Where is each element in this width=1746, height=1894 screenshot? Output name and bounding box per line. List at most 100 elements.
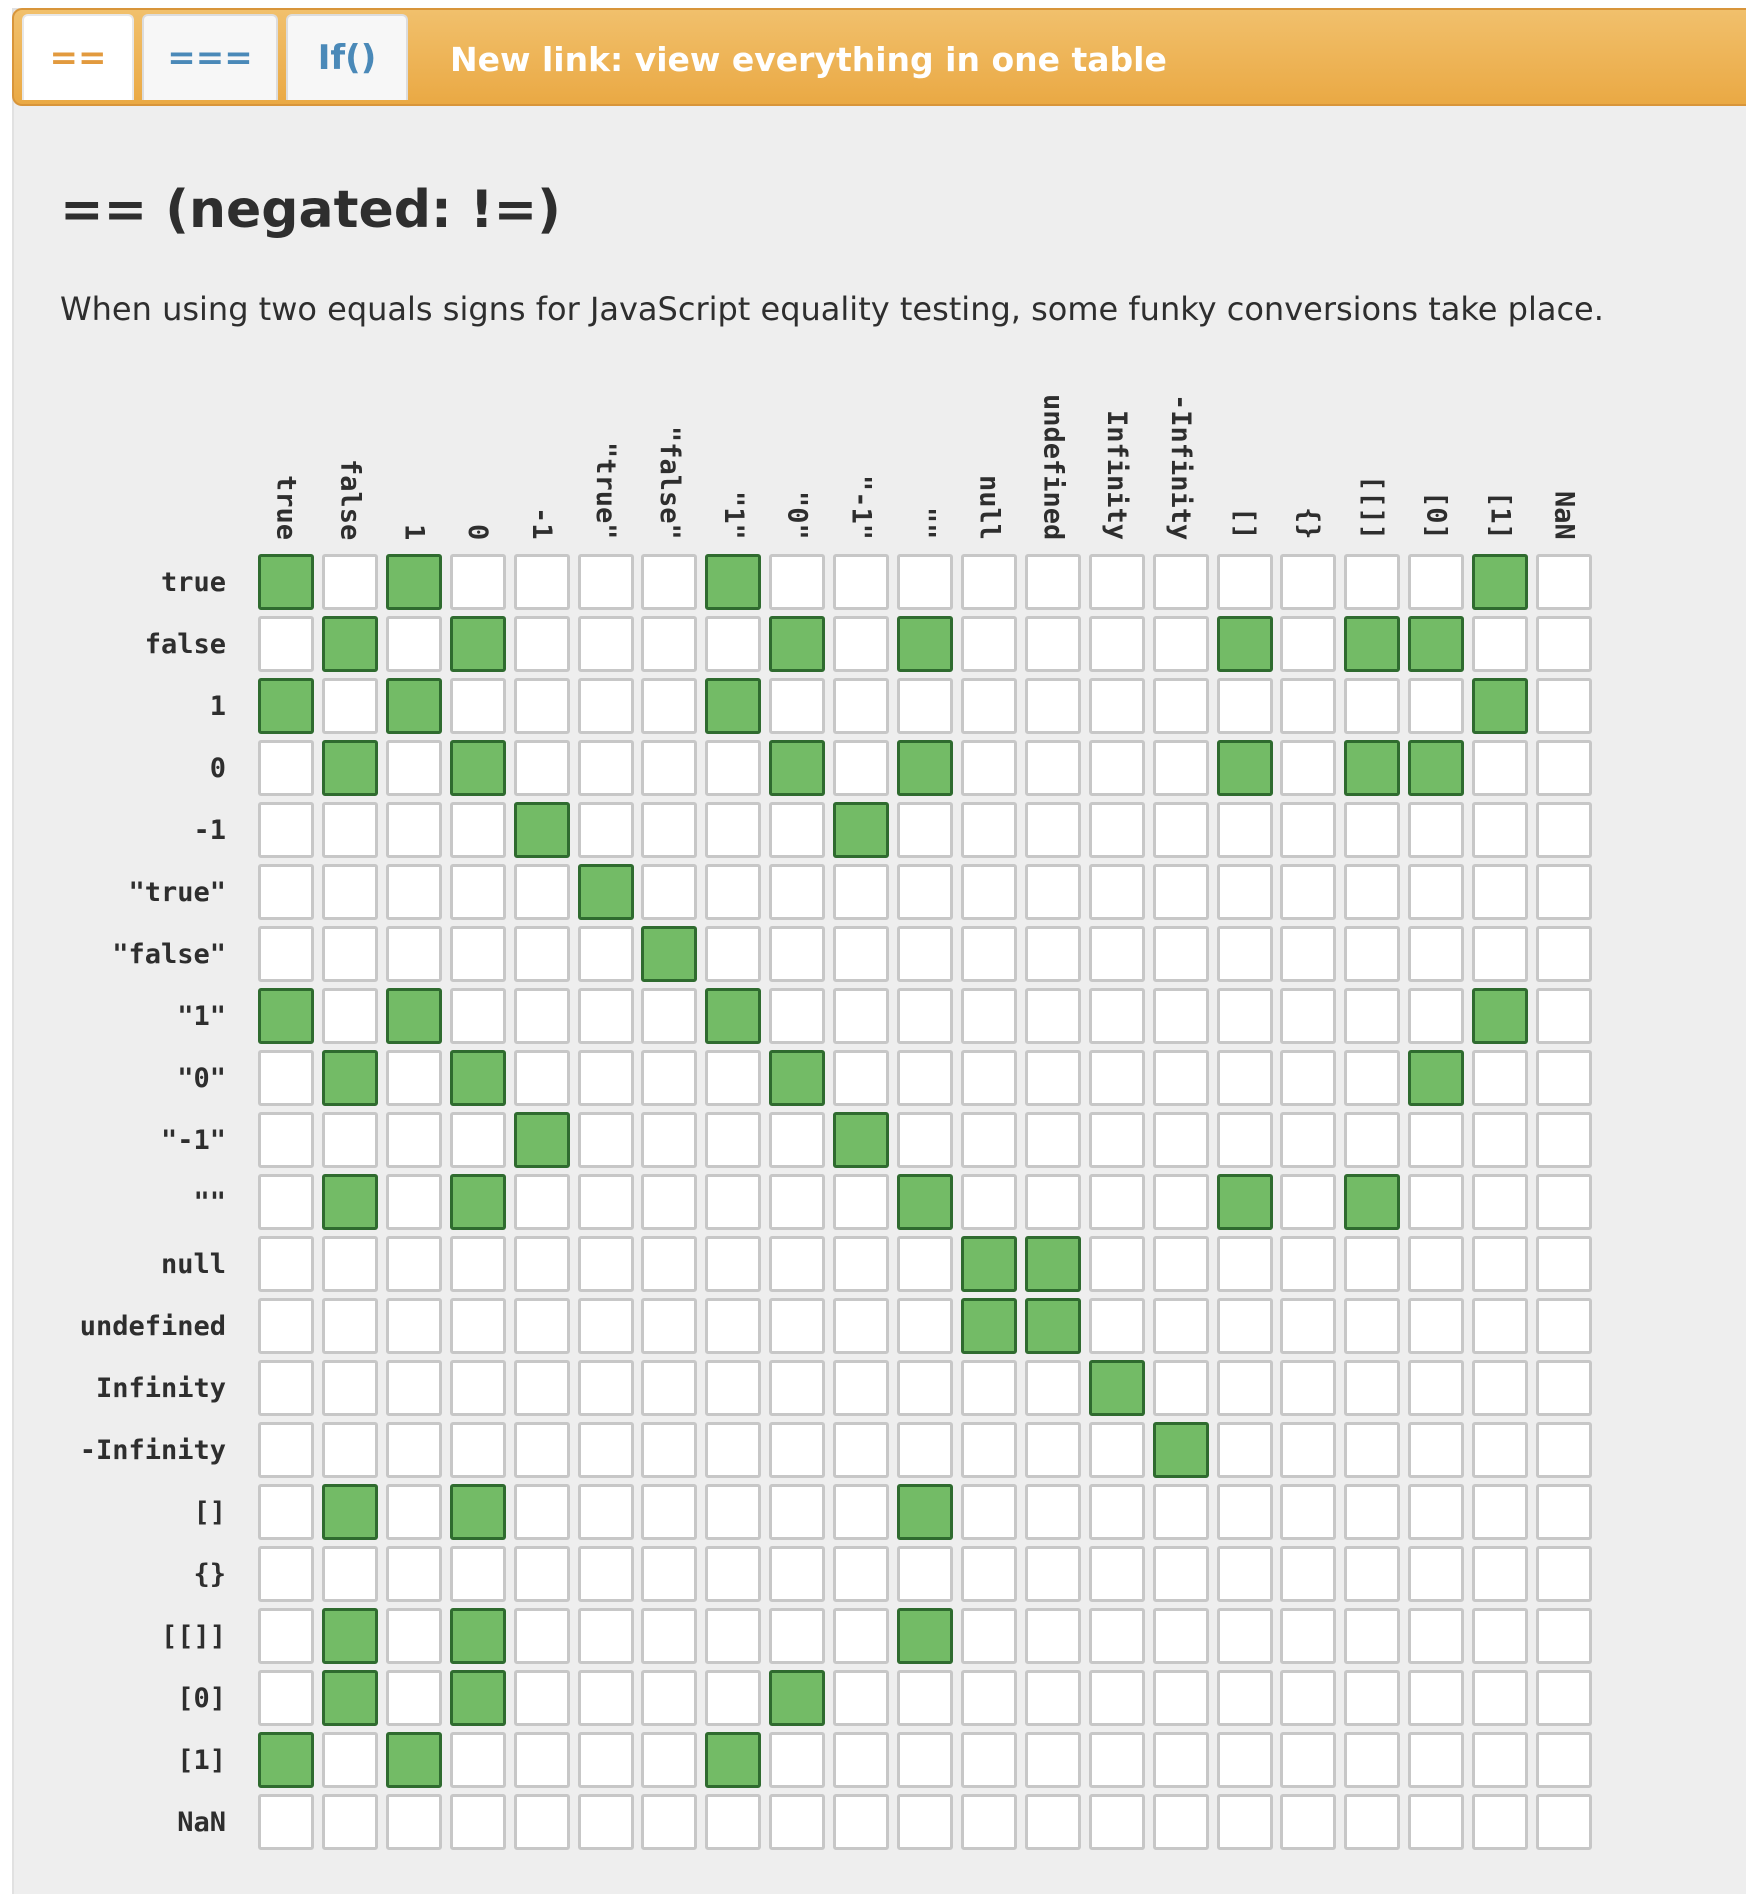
cell-not-equal [1536,616,1592,672]
cell-not-equal [1152,802,1209,858]
column-header: "" [893,0,957,540]
cell-not-equal [513,1422,570,1478]
row-header: [1] [177,1744,226,1776]
cell-not-equal [1024,678,1081,734]
column-header: null [957,0,1021,540]
cell-not-equal [1088,802,1145,858]
cell-not-equal [1344,1050,1401,1106]
cell-not-equal [321,1236,378,1292]
cell-not-equal [1024,1360,1081,1416]
cell-not-equal [1536,1484,1592,1540]
cell-not-equal [449,1422,506,1478]
row-header: "1" [177,1000,226,1032]
cell-equal [1408,1050,1465,1106]
cell-not-equal [577,1608,634,1664]
cell-not-equal [1216,1422,1273,1478]
cell-not-equal [833,554,890,610]
cell-not-equal [1280,926,1337,982]
cell-not-equal [258,1174,314,1230]
row-header: -1 [193,814,226,846]
cell-not-equal [513,926,570,982]
cell-not-equal [1408,1484,1465,1540]
cell-not-equal [641,1794,698,1850]
cell-not-equal [1472,1360,1529,1416]
cell-not-equal [258,1546,314,1602]
cell-not-equal [960,802,1017,858]
cell-equal [1024,1298,1081,1354]
cell-equal [1344,740,1401,796]
cell-equal [960,1298,1017,1354]
cell-equal [1216,740,1273,796]
cell-not-equal [1536,1112,1592,1168]
new-link[interactable]: New link: view everything in one table [450,40,1167,79]
cell-not-equal [577,1732,634,1788]
cell-not-equal [321,1360,378,1416]
cell-not-equal [449,1546,506,1602]
cell-not-equal [1536,1546,1592,1602]
cell-not-equal [513,988,570,1044]
cell-not-equal [897,926,953,982]
cell-not-equal [1344,802,1401,858]
cell-not-equal [1024,1484,1081,1540]
cell-not-equal [321,988,378,1044]
cell-equal [897,1608,953,1664]
cell-not-equal [897,802,953,858]
row-header: [] [193,1496,226,1528]
cell-equal [258,1732,314,1788]
cell-not-equal [1152,864,1209,920]
cell-equal [641,926,698,982]
cell-not-equal [1536,1298,1592,1354]
cell-not-equal [1280,554,1337,610]
cell-not-equal [1024,802,1081,858]
cell-not-equal [1216,1794,1273,1850]
cell-not-equal [960,1794,1017,1850]
cell-not-equal [1216,1732,1273,1788]
cell-equal [960,1236,1017,1292]
cell-not-equal [577,1670,634,1726]
column-header: "true" [574,0,638,540]
cell-not-equal [385,1174,442,1230]
cell-not-equal [1472,1794,1529,1850]
cell-not-equal [641,1732,698,1788]
row-header: true [160,566,226,598]
cell-not-equal [833,678,890,734]
cell-not-equal [641,1670,698,1726]
cell-not-equal [449,864,506,920]
cell-not-equal [705,864,762,920]
tab-double-equals[interactable]: == [22,14,134,100]
tab-if[interactable]: If() [286,14,408,100]
cell-equal [321,1050,378,1106]
cell-not-equal [1536,988,1592,1044]
description: When using two equals signs for JavaScri… [60,290,1604,328]
tab-triple-equals[interactable]: === [142,14,278,100]
cell-not-equal [1216,988,1273,1044]
cell-not-equal [513,1360,570,1416]
cell-not-equal [321,1732,378,1788]
cell-not-equal [321,1422,378,1478]
cell-not-equal [385,616,442,672]
cell-not-equal [1088,864,1145,920]
row-header: [0] [177,1682,226,1714]
cell-not-equal [1088,1174,1145,1230]
cell-not-equal [1152,1546,1209,1602]
cell-not-equal [641,1608,698,1664]
cell-not-equal [833,616,890,672]
cell-not-equal [1216,1236,1273,1292]
cell-not-equal [1344,1484,1401,1540]
cell-equal [449,616,506,672]
cell-not-equal [833,1794,890,1850]
column-header: [1] [1468,0,1532,540]
cell-equal [833,802,890,858]
cell-not-equal [258,1794,314,1850]
cell-not-equal [449,1360,506,1416]
column-header: "false" [637,0,701,540]
cell-not-equal [1088,1112,1145,1168]
cell-not-equal [385,1484,442,1540]
cell-not-equal [1024,1794,1081,1850]
cell-not-equal [1280,1608,1337,1664]
cell-not-equal [1088,1794,1145,1850]
cell-not-equal [769,1174,826,1230]
cell-not-equal [641,1360,698,1416]
cell-not-equal [577,802,634,858]
cell-not-equal [1152,1794,1209,1850]
